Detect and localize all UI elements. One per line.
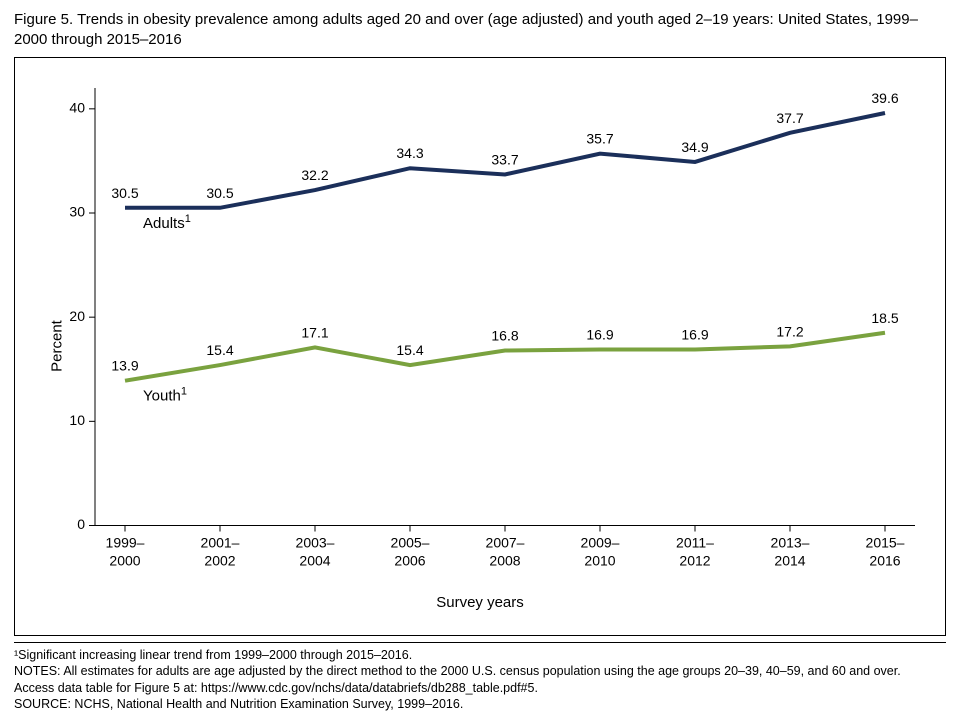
point-label: 18.5 (871, 309, 898, 325)
x-tick-label-top: 2009– (581, 534, 620, 550)
figure-notes: ¹Significant increasing linear trend fro… (14, 647, 946, 712)
x-tick-label-bottom: 2000 (109, 552, 140, 568)
point-label: 16.9 (681, 326, 708, 342)
point-label: 15.4 (396, 342, 423, 358)
point-label: 13.9 (111, 357, 138, 373)
notes-line: NOTES: All estimates for adults are age … (14, 663, 946, 679)
point-label: 17.2 (776, 323, 803, 339)
x-tick-label-top: 2011– (676, 534, 714, 550)
point-label: 33.7 (491, 151, 518, 167)
point-label: 16.8 (491, 327, 518, 343)
x-tick-label-bottom: 2006 (394, 552, 425, 568)
x-tick-label-top: 2005– (391, 534, 430, 550)
point-label: 30.5 (111, 184, 138, 200)
source-line: SOURCE: NCHS, National Health and Nutrit… (14, 696, 946, 712)
point-label: 17.1 (301, 324, 328, 340)
x-tick-label-top: 2013– (771, 534, 810, 550)
x-tick-label-bottom: 2016 (869, 552, 900, 568)
divider (14, 642, 946, 643)
figure-container: Figure 5. Trends in obesity prevalence a… (0, 0, 960, 720)
x-tick-label-top: 1999– (106, 534, 145, 550)
x-tick-label-bottom: 2008 (489, 552, 520, 568)
point-label: 39.6 (871, 90, 898, 106)
y-tick-label: 10 (69, 412, 85, 428)
chart-frame: Percent 0102030401999–20002001–20022003–… (14, 57, 946, 637)
y-tick-label: 0 (77, 516, 85, 532)
footnote-1: ¹Significant increasing linear trend fro… (14, 647, 946, 663)
series-label-adults: Adults1 (143, 212, 191, 231)
x-tick-label-bottom: 2004 (299, 552, 330, 568)
x-tick-label-bottom: 2002 (204, 552, 235, 568)
y-tick-label: 30 (69, 203, 85, 219)
point-label: 34.9 (681, 138, 708, 154)
point-label: 16.9 (586, 326, 613, 342)
x-tick-label-bottom: 2010 (584, 552, 615, 568)
plot-area: 0102030401999–20002001–20022003–20042005… (95, 88, 915, 526)
point-label: 30.5 (206, 184, 233, 200)
point-label: 15.4 (206, 342, 233, 358)
y-tick-label: 20 (69, 307, 85, 323)
y-axis-title: Percent (48, 320, 65, 372)
x-tick-label-top: 2001– (201, 534, 240, 550)
point-label: 32.2 (301, 167, 328, 183)
point-label: 34.3 (396, 145, 423, 161)
y-tick-label: 40 (69, 99, 85, 115)
figure-title: Figure 5. Trends in obesity prevalence a… (14, 10, 946, 51)
chart-svg: 0102030401999–20002001–20022003–20042005… (95, 88, 915, 526)
x-tick-label-bottom: 2014 (774, 552, 805, 568)
point-label: 35.7 (586, 130, 613, 146)
x-tick-label-top: 2003– (296, 534, 335, 550)
x-tick-label-top: 2007– (486, 534, 525, 550)
x-tick-label-top: 2015– (866, 534, 905, 550)
access-line: Access data table for Figure 5 at: https… (14, 680, 946, 696)
x-axis-title: Survey years (436, 594, 524, 611)
x-tick-label-bottom: 2012 (679, 552, 710, 568)
series-label-youth: Youth1 (143, 385, 187, 404)
point-label: 37.7 (776, 109, 803, 125)
